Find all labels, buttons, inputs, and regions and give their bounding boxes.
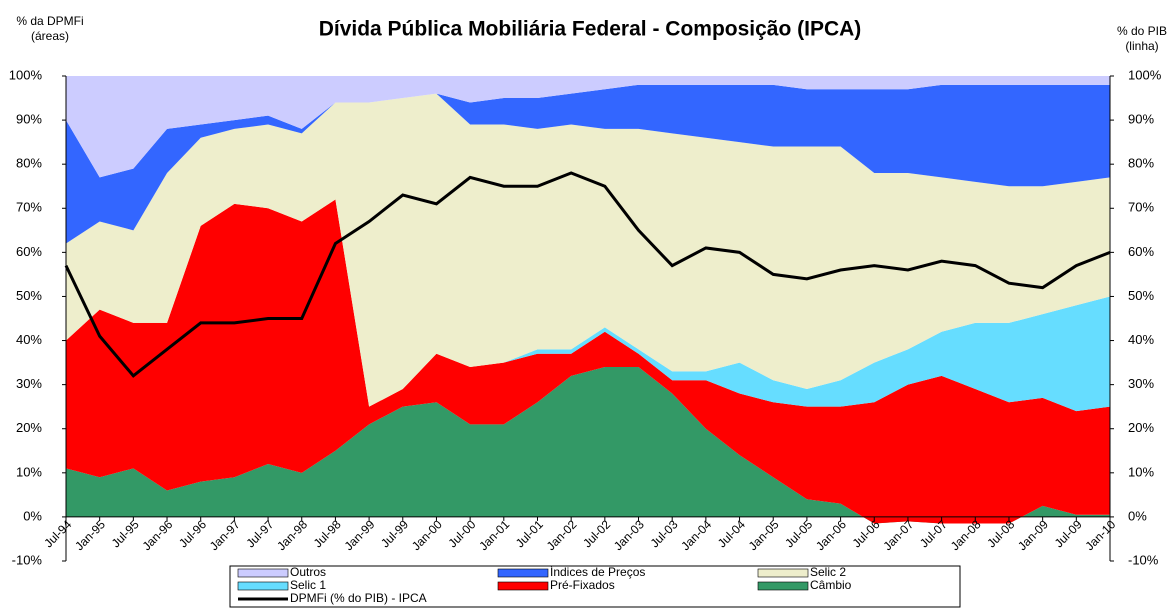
y-tick-label: -10% — [12, 552, 43, 567]
line — [64, 171, 1111, 378]
legend-swatch — [497, 581, 549, 591]
y-axis-title: % da DPMFi (áreas) — [16, 14, 83, 43]
y2-tick-label: 80% — [1128, 156, 1154, 171]
y2-tick-label: -10% — [1128, 552, 1159, 567]
y-tick-label: 30% — [16, 376, 42, 391]
y2-tick-label: 0% — [1128, 508, 1147, 523]
y2-tick-label: 20% — [1128, 420, 1154, 435]
x-tick-label: Jul-96 — [176, 517, 209, 550]
y-tick-label: 50% — [16, 288, 42, 303]
area — [66, 93, 1110, 407]
y-tick-label: 0% — [23, 508, 42, 523]
x-tick-label: Jan-03 — [611, 517, 647, 553]
legend-label: Selic 1 — [290, 578, 326, 592]
y2-tick-label: 40% — [1128, 332, 1154, 347]
x-tick-label: Jul-01 — [513, 517, 546, 550]
legend-box — [229, 565, 961, 608]
chart-title: Dívida Pública Mobiliária Federal - Comp… — [319, 18, 862, 41]
y2-tick-label: 10% — [1128, 464, 1154, 479]
x-tick-label: Jan-02 — [544, 517, 580, 553]
legend-label: Câmbio — [810, 578, 852, 592]
legend-label: DPMFi (% do PIB) - IPCA — [290, 591, 427, 605]
area — [66, 84, 1110, 244]
x-tick-label: Jul-94 — [41, 517, 74, 550]
y2-tick-label: 100% — [1128, 67, 1162, 82]
area — [66, 199, 1110, 524]
x-tick-label: Jan-05 — [746, 517, 782, 553]
y2-tick-label: 60% — [1128, 244, 1154, 259]
x-tick-label: Jan-95 — [72, 517, 108, 553]
y-tick-label: 70% — [16, 200, 42, 215]
x-tick-label: Jan-98 — [274, 517, 310, 553]
y-tick-label: 90% — [16, 112, 42, 127]
x-tick-label: Jul-99 — [378, 517, 411, 550]
area — [66, 367, 1110, 524]
y-tick-label: 80% — [16, 156, 42, 171]
x-tick-label: Jan-10 — [1083, 517, 1119, 553]
legend-swatch — [757, 568, 809, 578]
x-tick-label: Jul-02 — [580, 517, 613, 550]
area — [66, 199, 1110, 412]
x-tick-label: Jan-96 — [140, 517, 176, 553]
legend-swatch — [497, 568, 549, 578]
y-tick-label: 40% — [16, 332, 42, 347]
x-tick-label: Jul-00 — [445, 517, 478, 550]
y-tick-label: 20% — [16, 420, 42, 435]
legend-label: Selic 2 — [810, 565, 846, 579]
x-tick-label: Jul-04 — [715, 517, 748, 550]
y2-axis-title: % do PIB (linha) — [1117, 24, 1167, 53]
x-tick-label: Jul-97 — [243, 517, 276, 550]
legend-swatch — [757, 581, 809, 591]
y-tick-label: 60% — [16, 244, 42, 259]
x-tick-label: Jul-09 — [1052, 517, 1085, 550]
legend-label: Índices de Preços — [550, 564, 645, 579]
area — [66, 76, 1110, 178]
y2-tick-label: 90% — [1128, 112, 1154, 127]
legend-swatch — [237, 568, 289, 578]
areas — [66, 76, 1110, 524]
y2-tick-label: 30% — [1128, 376, 1154, 391]
x-tick-label: Jul-03 — [648, 517, 681, 550]
x-tick-label: Jan-97 — [207, 517, 243, 553]
x-tick-label: Jul-05 — [782, 517, 815, 550]
legend-swatch — [237, 581, 289, 591]
x-tick-label: Jan-00 — [409, 517, 445, 553]
x-tick-label: Jan-01 — [476, 517, 512, 553]
x-tick-label: Jan-09 — [1015, 517, 1051, 553]
x-tick-label: Jan-99 — [342, 517, 378, 553]
x-tick-label: Jan-04 — [678, 517, 714, 553]
legend-label: Outros — [290, 565, 326, 579]
y2-tick-label: 50% — [1128, 288, 1154, 303]
x-tick-label: Jul-95 — [109, 517, 142, 550]
x-tick-label: Jan-06 — [813, 517, 849, 553]
y-tick-label: 100% — [9, 67, 43, 82]
y2-tick-label: 70% — [1128, 200, 1154, 215]
legend-label: Pré-Fixados — [550, 578, 615, 592]
x-tick-label: Jul-98 — [311, 517, 344, 550]
y-tick-label: 10% — [16, 464, 42, 479]
